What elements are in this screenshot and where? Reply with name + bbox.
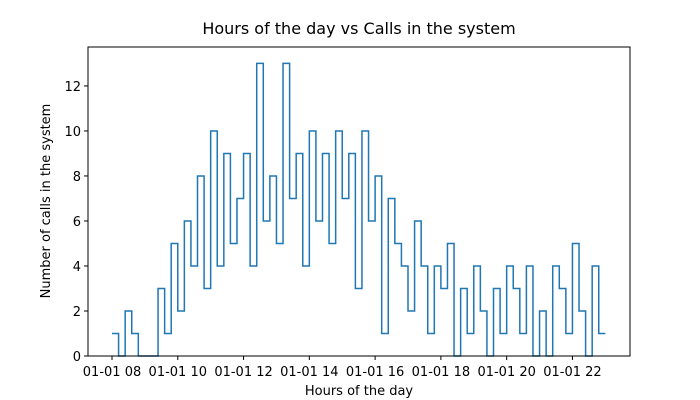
x-tick-label: 01-01 12 (214, 365, 272, 380)
data-line (112, 62, 606, 357)
x-tick-label: 01-01 10 (149, 365, 207, 380)
y-tick-label: 12 (64, 80, 81, 95)
x-tick-label: 01-01 14 (280, 365, 338, 380)
plot-frame (87, 46, 631, 357)
x-tick-label: 01-01 22 (543, 365, 601, 380)
y-tick-label: 10 (64, 125, 81, 140)
y-tick-label: 6 (73, 215, 81, 230)
y-tick-label: 2 (73, 305, 81, 320)
y-axis-label: Number of calls in the system (39, 104, 54, 299)
x-tick-label: 01-01 18 (412, 365, 470, 380)
x-axis-label: Hours of the day (305, 384, 414, 399)
chart-title: Hours of the day vs Calls in the system (202, 19, 515, 38)
x-tick-label: 01-01 20 (477, 365, 535, 380)
x-tick-label: 01-01 08 (83, 365, 141, 380)
y-tick-label: 8 (73, 170, 81, 185)
x-tick-label: 01-01 16 (346, 365, 404, 380)
y-tick-label: 4 (73, 260, 81, 275)
y-tick-label: 0 (73, 350, 81, 365)
